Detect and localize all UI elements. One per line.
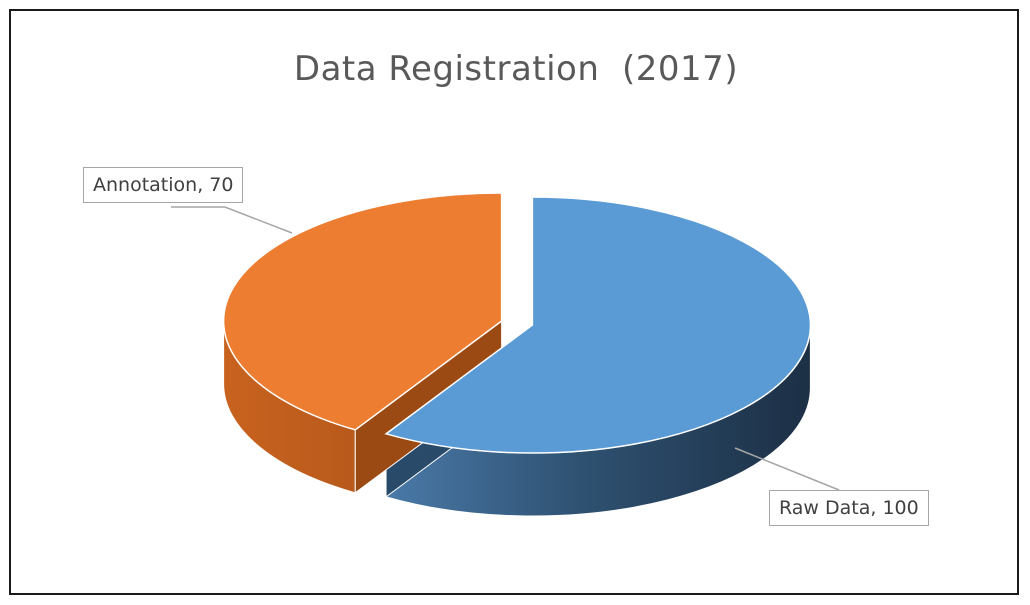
data-label-raw-data: Raw Data, 100 xyxy=(769,490,929,526)
pie-chart xyxy=(171,192,840,517)
chart-title: Data Registration (2017) xyxy=(293,49,739,89)
leader-lines xyxy=(171,206,840,491)
data-label-annotation: Annotation, 70 xyxy=(83,167,244,203)
chart-frame: Data Registration (2017) Annotation, 70 … xyxy=(9,9,1019,595)
pie-top-layer xyxy=(222,192,812,454)
pie-slice-annotation xyxy=(222,192,503,431)
leader-line-raw-data xyxy=(734,447,840,491)
leader-line-annotation xyxy=(171,206,293,234)
pie-slice-raw-data xyxy=(384,196,812,454)
